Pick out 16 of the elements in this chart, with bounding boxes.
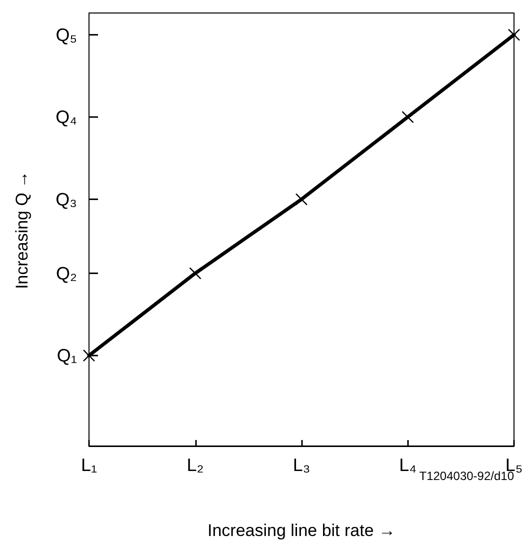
point [295, 193, 308, 206]
text: Q₄ [56, 107, 77, 128]
y-axis-title: Increasing Q → [12, 170, 32, 290]
x-tick-label: L₁ [80, 455, 98, 475]
point [189, 267, 202, 280]
x-tick-label: L₂ [186, 455, 204, 475]
point [82, 349, 96, 362]
text: Q₁ [56, 346, 77, 366]
point [508, 28, 520, 41]
point [402, 110, 414, 124]
text: Q₃ [56, 189, 77, 210]
x-tick-label: L₄ [399, 455, 416, 475]
x-axis-title: Increasing line bit rate → [207, 521, 396, 540]
x-tick-label: L₃ [292, 455, 310, 475]
text: Q₂ [56, 263, 77, 284]
text: Q₅ [56, 24, 77, 45]
